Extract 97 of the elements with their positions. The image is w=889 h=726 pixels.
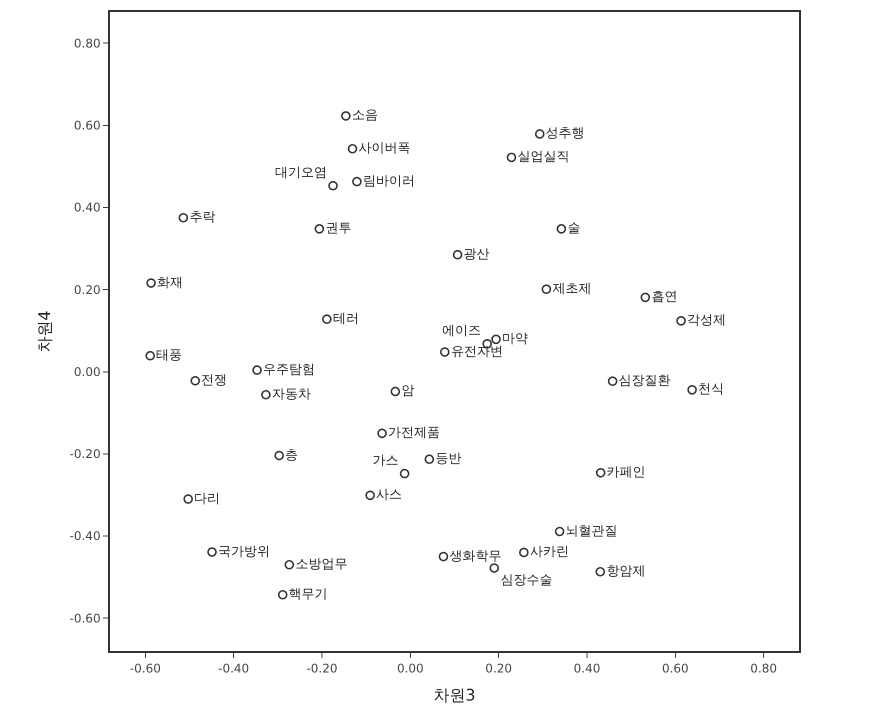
data-label: 다리 xyxy=(194,491,220,506)
point xyxy=(608,376,618,386)
y-tick-label: 0.80 xyxy=(74,36,101,50)
data-label: 권투 xyxy=(325,221,352,236)
x-tick-label: 0.00 xyxy=(396,661,424,676)
y-tick-label: -0.20 xyxy=(70,447,101,462)
x-tick-label: -0.20 xyxy=(306,661,338,676)
point xyxy=(542,284,552,294)
data-label: 흡연 xyxy=(651,290,678,305)
data-label: 제초제 xyxy=(552,281,592,296)
data-label: 가전제품 xyxy=(388,426,440,441)
y-axis-title: 차원4 xyxy=(34,310,54,353)
x-tick-label: 0.80 xyxy=(750,661,778,676)
y-tick-label: 0.60 xyxy=(74,118,101,133)
x-tick-label: 0.40 xyxy=(574,661,600,676)
point xyxy=(596,468,606,478)
data-label: 광산 xyxy=(464,246,490,262)
point xyxy=(207,547,217,557)
data-label: 천식 xyxy=(698,382,724,398)
point xyxy=(278,590,288,600)
point xyxy=(556,224,566,234)
data-label: 가스 xyxy=(372,453,399,468)
point xyxy=(687,385,697,395)
x-tick-label: -0.60 xyxy=(130,661,161,676)
x-tick-label: -0.40 xyxy=(218,661,250,676)
data-label: 각성제 xyxy=(687,313,726,328)
x-axis-title: 차원3 xyxy=(433,686,476,705)
y-tick-label: 0.00 xyxy=(74,364,101,379)
data-label: 에이즈 xyxy=(442,324,482,339)
data-label: 카페인 xyxy=(606,465,646,480)
x-tick-label: 0.20 xyxy=(485,661,512,676)
point xyxy=(390,386,400,396)
point xyxy=(595,566,606,577)
point xyxy=(352,176,362,186)
data-label: 소음 xyxy=(352,108,378,124)
data-label: 등반 xyxy=(435,451,462,466)
point xyxy=(519,548,529,558)
data-label: 사카린 xyxy=(530,544,569,560)
data-label: 화재 xyxy=(157,275,184,290)
point xyxy=(284,560,294,570)
y-tick-label: -0.40 xyxy=(70,529,101,544)
data-label: 대기오염 xyxy=(275,165,328,180)
point xyxy=(274,450,284,460)
point xyxy=(424,454,434,464)
y-tick-label: -0.60 xyxy=(70,611,101,626)
data-label: 태풍 xyxy=(156,348,182,363)
point xyxy=(190,376,200,386)
point xyxy=(506,152,516,162)
data-label: 층 xyxy=(285,448,298,463)
data-label: 자동차 xyxy=(272,386,311,402)
point xyxy=(377,428,387,438)
point xyxy=(440,347,450,357)
data-label: 술 xyxy=(567,221,580,236)
point xyxy=(322,314,332,324)
point xyxy=(640,292,650,302)
data-label: 암 xyxy=(401,384,414,399)
data-label: 사스 xyxy=(376,488,402,503)
data-label: 테러 xyxy=(332,311,359,326)
data-label: 우주탐험 xyxy=(263,362,316,378)
point xyxy=(491,334,501,344)
point xyxy=(183,494,193,504)
point xyxy=(452,250,462,260)
data-label: 림바이러 xyxy=(362,174,415,189)
point xyxy=(365,490,375,500)
point xyxy=(252,365,262,375)
data-label: 추락 xyxy=(189,210,216,225)
point xyxy=(314,224,324,234)
point xyxy=(676,316,686,326)
data-label: 국가방위 xyxy=(218,544,270,560)
data-label: 생화학무 xyxy=(449,548,502,564)
y-tick-label: 0.20 xyxy=(74,282,101,297)
point xyxy=(554,526,564,536)
data-label: 핵무기 xyxy=(288,586,328,602)
point xyxy=(178,212,188,223)
point xyxy=(341,111,351,121)
data-label: 항암제 xyxy=(606,564,646,579)
point xyxy=(261,390,271,400)
point xyxy=(145,350,155,361)
point xyxy=(489,563,500,573)
data-label: 성추행 xyxy=(546,126,585,142)
data-label: 전쟁 xyxy=(201,373,228,388)
data-label: 심장질환 xyxy=(618,373,671,388)
data-label: 뇌혈관질 xyxy=(566,524,618,539)
data-label: 실업실직 xyxy=(517,150,570,165)
x-tick-label: 0.60 xyxy=(662,661,689,676)
point xyxy=(328,180,338,191)
y-tick-label: 0.40 xyxy=(74,200,101,215)
data-label: 심장수술 xyxy=(500,572,552,588)
data-label: 소방업무 xyxy=(295,557,348,572)
point xyxy=(146,278,156,288)
point xyxy=(534,129,545,139)
data-label: 유전자변 xyxy=(450,344,503,360)
point xyxy=(400,468,410,478)
point xyxy=(438,552,448,562)
data-label: 마약 xyxy=(502,332,528,347)
point xyxy=(348,144,358,154)
data-label: 사이버폭 xyxy=(358,141,410,156)
